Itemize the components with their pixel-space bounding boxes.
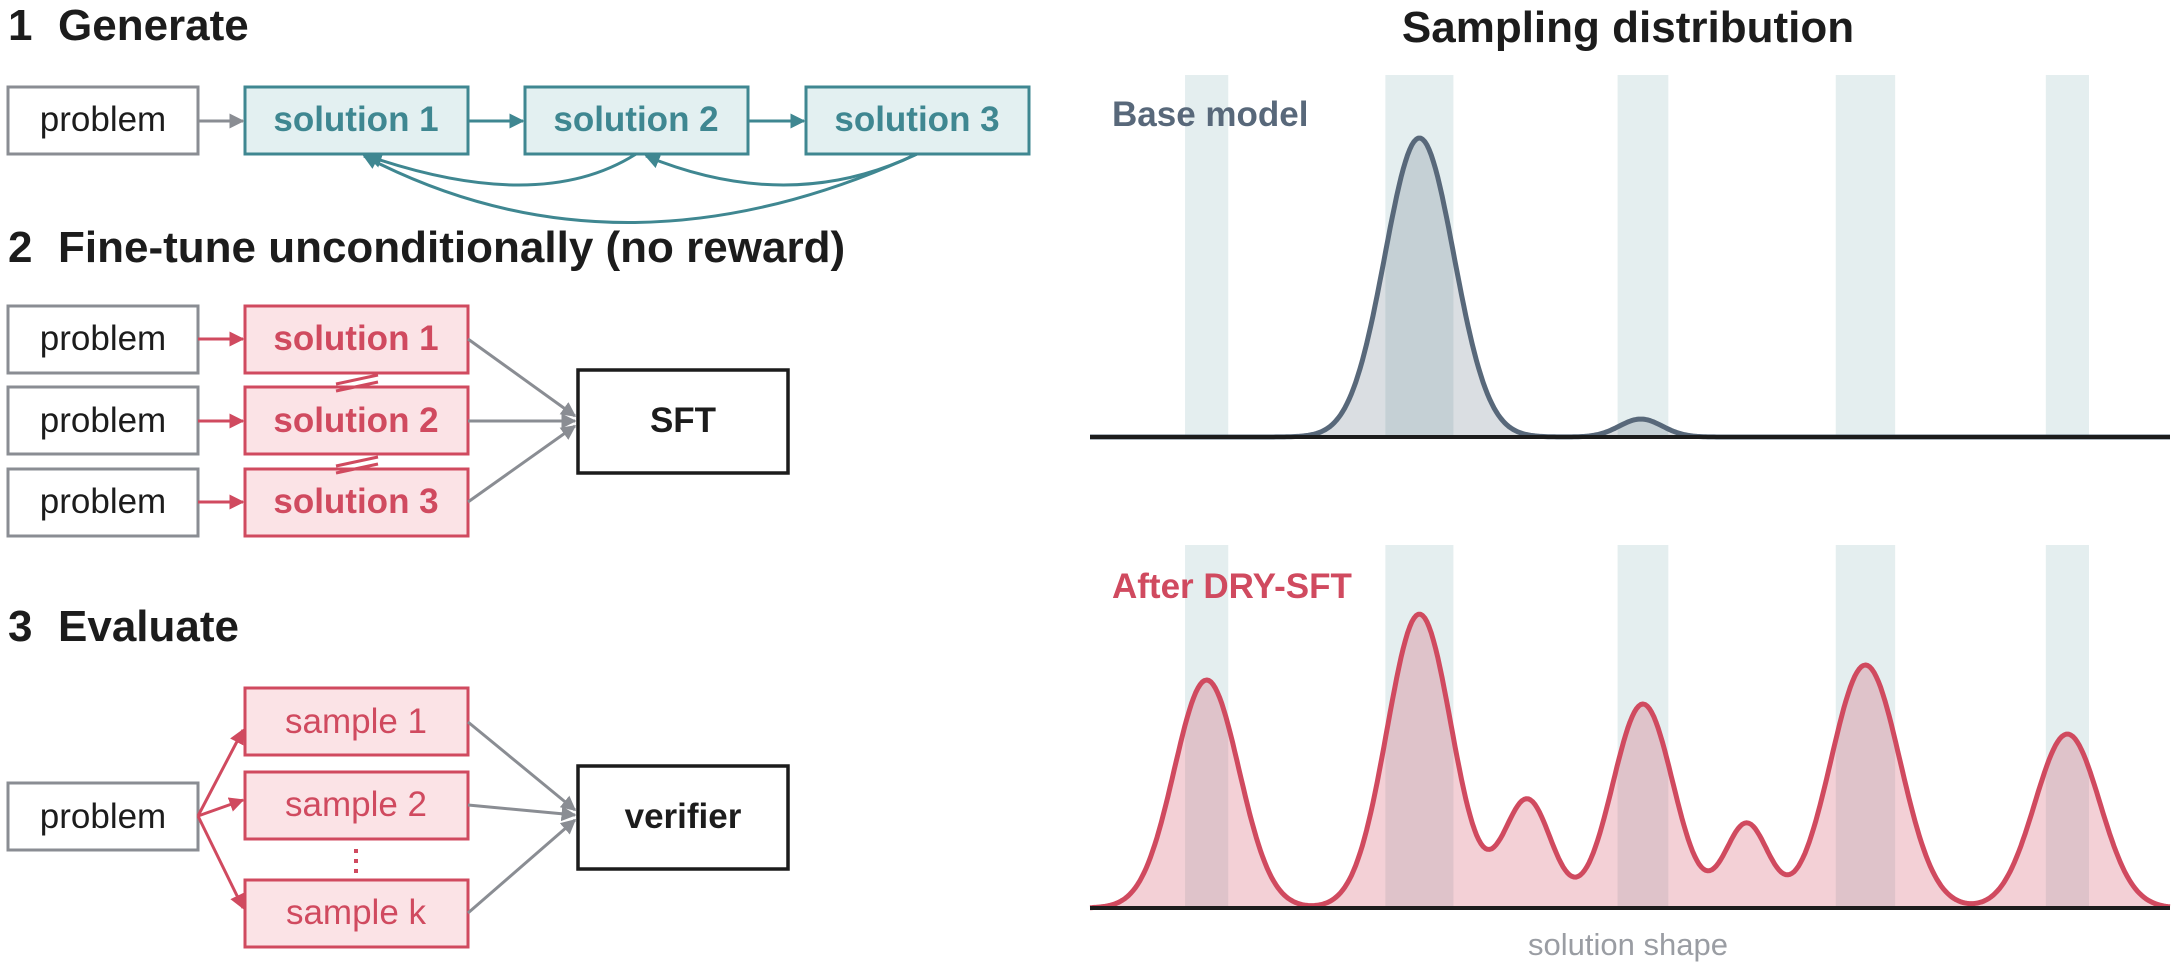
series-title: After DRY-SFT [1112, 567, 1352, 606]
x-axis-label: solution shape [1528, 927, 1728, 962]
shape-band [1185, 75, 1229, 437]
step1-curve-3-to-2 [644, 152, 918, 187]
step3-sample-box-1 [243, 686, 470, 757]
step3-sample-box-2 [243, 770, 470, 841]
step3-merge-arrow-k [467, 818, 577, 915]
step3-sample-label-k: sample k [286, 893, 427, 932]
step3-verifier-label: verifier [625, 797, 742, 836]
step1: 1 Generate problem solution 1 solution 2… [6, 1, 1031, 224]
density-area [1090, 614, 2170, 908]
shape-band [1835, 545, 1896, 908]
shape-band [2045, 75, 2089, 437]
shape-band [1835, 75, 1896, 437]
step2-solution-box-3 [243, 467, 470, 538]
step1-solution-box-2 [523, 85, 750, 156]
step3-verifier-box [576, 764, 790, 871]
step3-arrow-k [196, 815, 245, 910]
chart-after: After DRY-SFT [1089, 545, 2171, 911]
step1-solution-box-3 [804, 85, 1031, 156]
chart-base: Base model [1089, 75, 2171, 440]
step1-curve-2-to-1 [366, 152, 637, 187]
step2-number: 2 [8, 223, 32, 272]
step3-arrow-1 [196, 728, 245, 817]
step3-sample-label-1: sample 1 [285, 702, 427, 741]
shape-band [1385, 75, 1454, 437]
step3-merge-arrow-2 [467, 803, 577, 822]
step1-problem-label: problem [40, 100, 166, 139]
step2-problem-label-1: problem [40, 319, 166, 358]
series-title: Base model [1112, 95, 1308, 134]
step3-problem-label: problem [40, 797, 166, 836]
distribution-title: Sampling distribution [1402, 3, 1854, 52]
step2-solution-label-1: solution 1 [273, 319, 438, 358]
step2-problem-label-2: problem [40, 401, 166, 440]
step3-problem-box [6, 781, 200, 852]
density-curve [1089, 611, 2171, 911]
step3-arrow-2 [197, 797, 245, 818]
step2-merge-arrow-1 [467, 337, 577, 418]
step3-merge-arrow-1 [467, 720, 577, 812]
step1-solution-label-1: solution 1 [273, 100, 438, 139]
shape-band [2045, 545, 2089, 908]
step3-sample-box-k [243, 878, 470, 949]
step3: 3 Evaluate problem sample 1 sample 2 sam… [6, 602, 790, 949]
step1-problem-box [6, 85, 200, 156]
distribution-panel: Sampling distribution Base model After D… [1089, 3, 2171, 962]
step2-title: Fine-tune unconditionally (no reward) [58, 223, 845, 272]
step2: 2 Fine-tune unconditionally (no reward) … [6, 223, 845, 538]
step2-solution-label-3: solution 3 [273, 482, 438, 521]
step2-solution-box-1 [243, 304, 470, 375]
shape-band [1617, 75, 1669, 437]
step1-solution-box-1 [243, 85, 470, 156]
step3-sample-label-2: sample 2 [285, 785, 427, 824]
step2-problem-box-1 [6, 304, 200, 375]
step3-number: 3 [8, 602, 32, 651]
step1-solution-label-2: solution 2 [553, 100, 718, 139]
step2-solution-label-2: solution 2 [273, 401, 438, 440]
step2-problem-box-2 [6, 385, 200, 456]
step2-separator-2a [335, 455, 379, 468]
step2-separator-1a [335, 373, 379, 386]
step1-title: Generate [58, 1, 249, 50]
step1-solution-label-3: solution 3 [834, 100, 999, 139]
step1-curve-3-to-1 [362, 152, 918, 224]
step2-separator-2b [335, 462, 379, 475]
shape-band [1185, 545, 1229, 908]
step2-problem-label-3: problem [40, 482, 166, 521]
step2-separator-1b [335, 380, 379, 393]
shape-band [1385, 545, 1454, 908]
step2-merge-arrow-3 [467, 424, 577, 504]
step2-sft-label: SFT [650, 401, 716, 440]
step1-number: 1 [8, 1, 32, 50]
step3-title: Evaluate [58, 602, 239, 651]
step2-sft-box [576, 368, 790, 475]
